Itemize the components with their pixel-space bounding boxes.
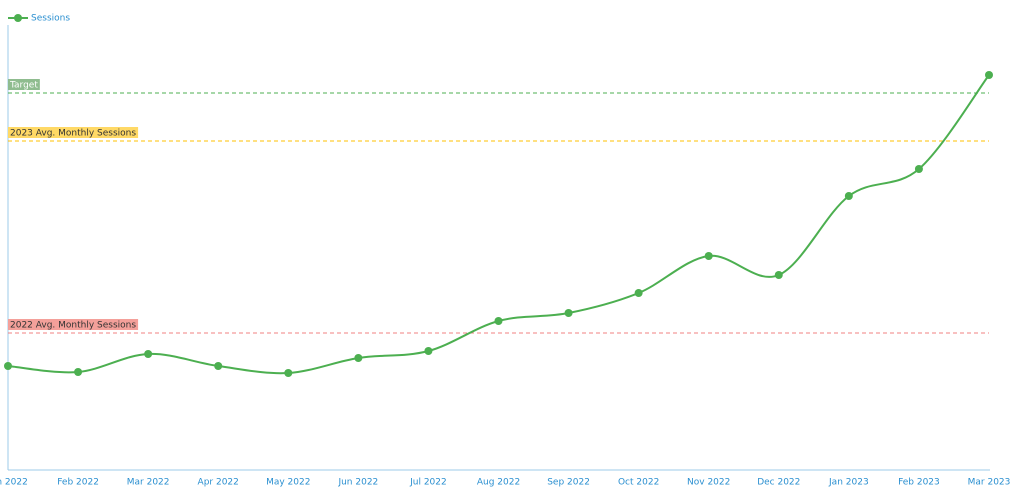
data-point [704, 252, 713, 260]
reference-label-bg [8, 127, 139, 138]
data-point [774, 271, 783, 279]
x-tick-label: Jan 2022 [0, 478, 28, 488]
x-tick-label: Jun 2022 [337, 478, 378, 488]
x-tick-label: Oct 2022 [618, 478, 659, 488]
reference-label-bg [8, 319, 139, 330]
x-tick-label: Aug 2022 [477, 478, 520, 488]
x-tick-label: Dec 2022 [757, 478, 800, 488]
data-point [74, 368, 83, 376]
data-point [4, 362, 12, 370]
reference-label-bg [8, 79, 40, 90]
data-point [985, 71, 993, 79]
x-tick-label: Jul 2022 [409, 478, 447, 488]
x-tick-label: Nov 2022 [687, 478, 730, 488]
data-point [494, 317, 503, 325]
reference-label: Target [9, 81, 38, 91]
x-tick-label: Jan 2023 [828, 478, 869, 488]
x-tick-label: Apr 2022 [198, 478, 239, 488]
data-point [424, 347, 433, 355]
x-tick-label: Sep 2022 [547, 478, 590, 488]
x-tick-label: Mar 2023 [968, 478, 1011, 488]
data-point [284, 369, 293, 377]
legend-label: Sessions [31, 14, 70, 24]
data-point [914, 165, 923, 173]
reference-label: 2023 Avg. Monthly Sessions [10, 129, 136, 139]
x-tick-label: Feb 2023 [898, 478, 940, 488]
data-point [634, 289, 643, 297]
reference-label: 2022 Avg. Monthly Sessions [10, 321, 136, 331]
legend-marker [14, 14, 22, 22]
data-point [144, 350, 153, 358]
x-tick-label: May 2022 [266, 478, 310, 488]
data-point [214, 362, 223, 370]
x-tick-label: Feb 2022 [57, 478, 99, 488]
data-point [354, 354, 363, 362]
legend: Sessions [8, 14, 70, 24]
x-tick-label: Mar 2022 [127, 478, 170, 488]
data-point [564, 309, 573, 317]
series-line [7, 74, 990, 375]
data-point [844, 192, 853, 200]
